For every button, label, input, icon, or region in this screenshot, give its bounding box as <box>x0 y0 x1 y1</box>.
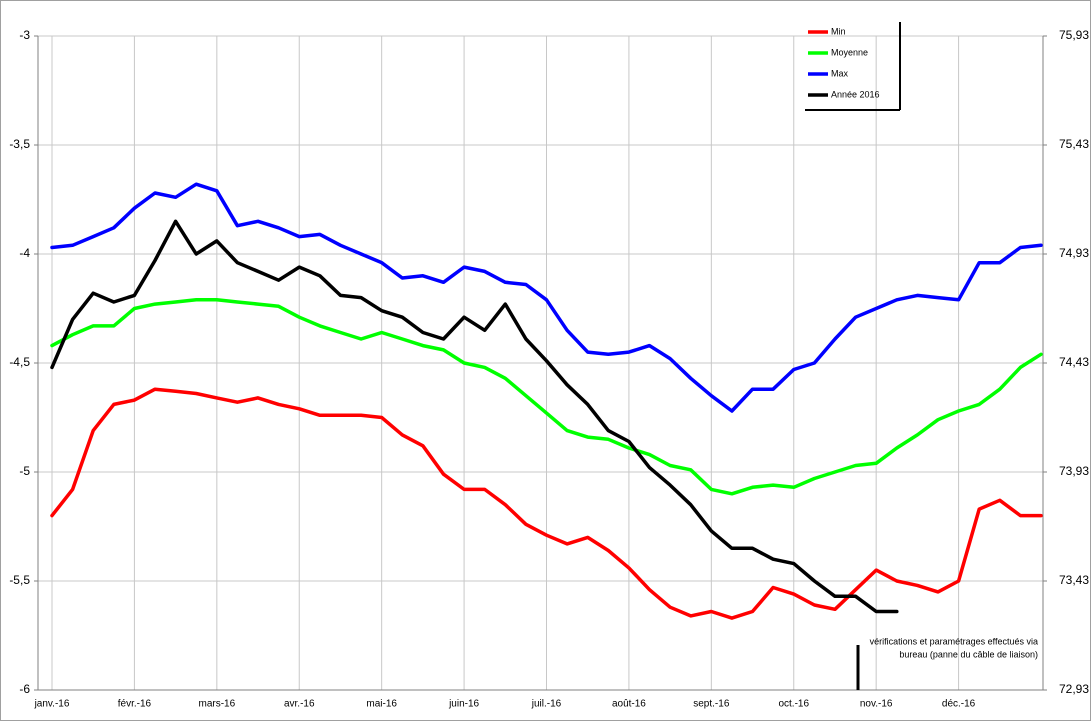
x-tick-label: avr.-16 <box>284 699 315 710</box>
y2-tick-label: 75,43 <box>1059 137 1089 151</box>
x-tick-label: nov.-16 <box>860 699 893 710</box>
y2-tick-label: 73,93 <box>1059 464 1089 478</box>
y-tick-label: -6 <box>19 682 30 696</box>
x-tick-label: déc.-16 <box>942 699 976 710</box>
x-tick-label: juin-16 <box>448 699 479 710</box>
x-tick-label: janv.-16 <box>34 699 70 710</box>
series-line <box>50 182 1043 413</box>
y-tick-label: -5 <box>19 464 30 478</box>
x-tick-label: févr.-16 <box>118 699 152 710</box>
x-tick-label: mai-16 <box>366 699 397 710</box>
y-tick-label: -3 <box>19 28 30 42</box>
x-tick-label: août-16 <box>612 699 646 710</box>
y-tick-label: -4,5 <box>9 355 30 369</box>
legend-label: Moyenne <box>831 47 868 57</box>
annotation: vérifications et paramétrages effectués … <box>870 636 1038 646</box>
x-tick-label: sept.-16 <box>693 699 730 710</box>
y2-tick-label: 73,43 <box>1059 573 1089 587</box>
x-tick-label: oct.-16 <box>778 699 809 710</box>
y2-tick-label: 74,93 <box>1059 246 1089 260</box>
legend-label: Année 2016 <box>831 89 880 99</box>
y2-tick-label: 74,43 <box>1059 355 1089 369</box>
y2-tick-label: 75,93 <box>1059 28 1089 42</box>
x-tick-label: juil.-16 <box>531 699 562 710</box>
series-line <box>50 298 1043 496</box>
y-tick-label: -4 <box>19 246 30 260</box>
series-line <box>50 219 899 614</box>
x-tick-label: mars-16 <box>198 699 235 710</box>
annotation: bureau (panne du câble de liaison) <box>899 649 1038 659</box>
y-tick-label: -3,5 <box>9 137 30 151</box>
legend-label: Max <box>831 68 849 78</box>
legend-label: Min <box>831 26 846 36</box>
y-tick-label: -5,5 <box>9 573 30 587</box>
y2-tick-label: 72,93 <box>1059 682 1089 696</box>
series-line <box>50 387 1043 620</box>
legend: Min Moyenne Max Année 2016 <box>805 22 901 111</box>
